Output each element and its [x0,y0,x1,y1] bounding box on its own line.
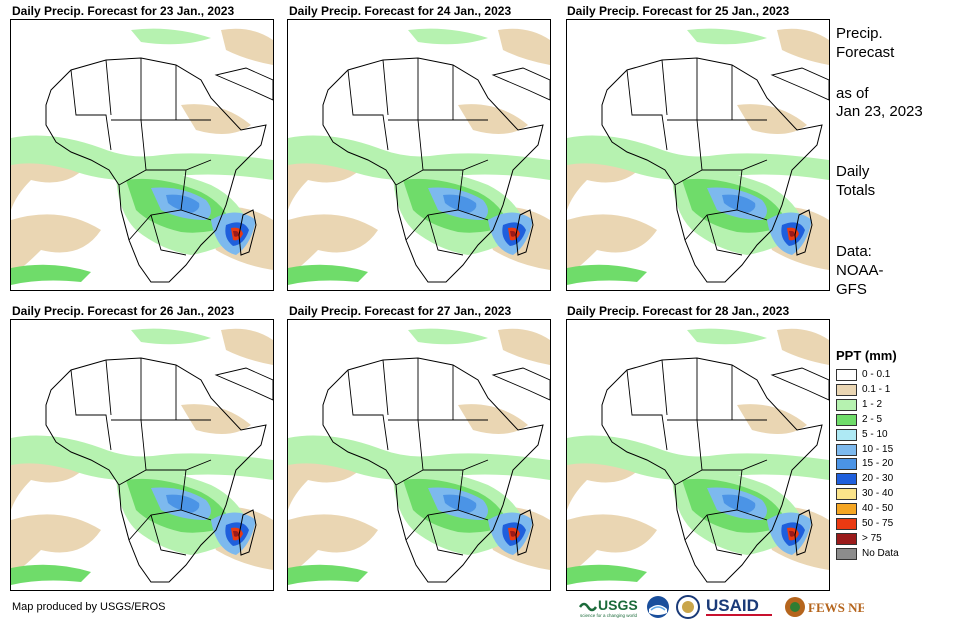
legend-item: > 75 [836,532,882,546]
legend-swatch [836,398,857,411]
dos-seal-graphic [676,595,700,619]
forecast-map-2 [287,19,551,291]
forecast-map-6 [566,319,830,591]
usaid-logo: USAID [706,595,778,619]
legend-swatch [836,413,857,426]
asof-line1: as of [836,85,869,102]
legend-label: 50 - 75 [862,518,894,529]
usaid-logo-text: USAID [706,596,759,615]
panel-title-6: Daily Precip. Forecast for 28 Jan., 2023 [567,304,790,318]
legend-swatch [836,369,857,381]
legend-label: 40 - 50 [862,503,894,515]
legend-item: No Data [836,547,899,561]
legend-label: 15 - 20 [862,458,894,470]
forecast-map-3 [566,19,830,291]
legend-item: 0 - 0.1 [836,368,890,382]
panel-title-5: Daily Precip. Forecast for 27 Jan., 2023 [289,304,512,318]
legend-item: 15 - 20 [836,457,893,471]
legend-label: 0 - 0.1 [862,369,891,380]
legend-swatch [836,383,857,396]
noaa-logo [646,595,670,619]
forecast-map-1 [10,19,274,291]
legend-label: 1 - 2 [862,398,883,410]
legend-label: > 75 [862,532,882,544]
credit-text: Map produced by USGS/EROS [12,601,166,613]
legend-label: 5 - 10 [862,428,888,440]
usgs-logo-tagline: science for a changing world [580,613,638,618]
panel-title-4: Daily Precip. Forecast for 26 Jan., 2023 [12,304,235,318]
map-graphic-5 [288,320,550,590]
legend-item: 5 - 10 [836,428,888,442]
legend-swatch [836,473,857,486]
legend-item: 20 - 30 [836,472,893,486]
data-line1: Data: [836,243,872,260]
legend-label: 30 - 40 [862,488,894,500]
legend-item: 1 - 2 [836,398,882,412]
legend-swatch [836,532,857,545]
map-graphic-4 [11,320,273,590]
panel-title-3: Daily Precip. Forecast for 25 Jan., 2023 [567,4,790,18]
legend-item: 40 - 50 [836,502,893,516]
asof-line2: Jan 23, 2023 [836,103,923,120]
legend-label: No Data [862,547,899,559]
panel-title-2: Daily Precip. Forecast for 24 Jan., 2023 [289,4,512,18]
usgs-logo-graphic: USGS science for a changing world [578,597,638,618]
legend-item: 2 - 5 [836,413,882,427]
legend-label: 10 - 15 [862,443,894,455]
forecast-map-5 [287,319,551,591]
totals-line2: Totals [836,182,876,199]
fewsnet-logo-text: FEWS NET [808,600,864,615]
usgs-logo-text: USGS [598,597,638,613]
legend-swatch [836,488,857,501]
map-graphic-6 [567,320,829,590]
legend-item: 0.1 - 1 [836,383,890,397]
usgs-logo: USGS science for a changing world [578,595,640,619]
fewsnet-logo: FEWS NET [784,595,864,619]
legend-swatch [836,503,857,516]
legend-swatch [836,428,857,441]
legend-item: 10 - 15 [836,443,893,457]
noaa-logo-graphic [647,596,669,618]
usaid-logo-graphic: USAID [706,596,772,616]
sidebar-heading-line1: Precip. [836,25,883,42]
legend-swatch [836,547,857,560]
fewsnet-logo-graphic: FEWS NET [785,597,864,617]
legend-title: PPT (mm) [836,348,897,363]
dos-seal [676,595,700,619]
forecast-map-4 [10,319,274,591]
legend-item: 30 - 40 [836,487,893,501]
map-graphic-2 [288,20,550,290]
map-graphic-3 [567,20,829,290]
totals-line1: Daily [836,163,870,180]
legend-swatch [836,443,857,456]
data-line2: NOAA- [836,262,884,279]
legend-label: 20 - 30 [862,473,894,485]
sidebar-heading-line2: Forecast [836,44,895,61]
legend-label: 2 - 5 [862,413,883,425]
legend-swatch [836,518,857,530]
map-graphic-1 [11,20,273,290]
legend-label: 0.1 - 1 [862,383,891,395]
data-line3: GFS [836,281,867,298]
legend-item: 50 - 75 [836,517,893,531]
logo-strip: USGS science for a changing world USAID … [578,594,870,620]
legend-swatch [836,458,857,471]
panel-title-1: Daily Precip. Forecast for 23 Jan., 2023 [12,4,235,18]
